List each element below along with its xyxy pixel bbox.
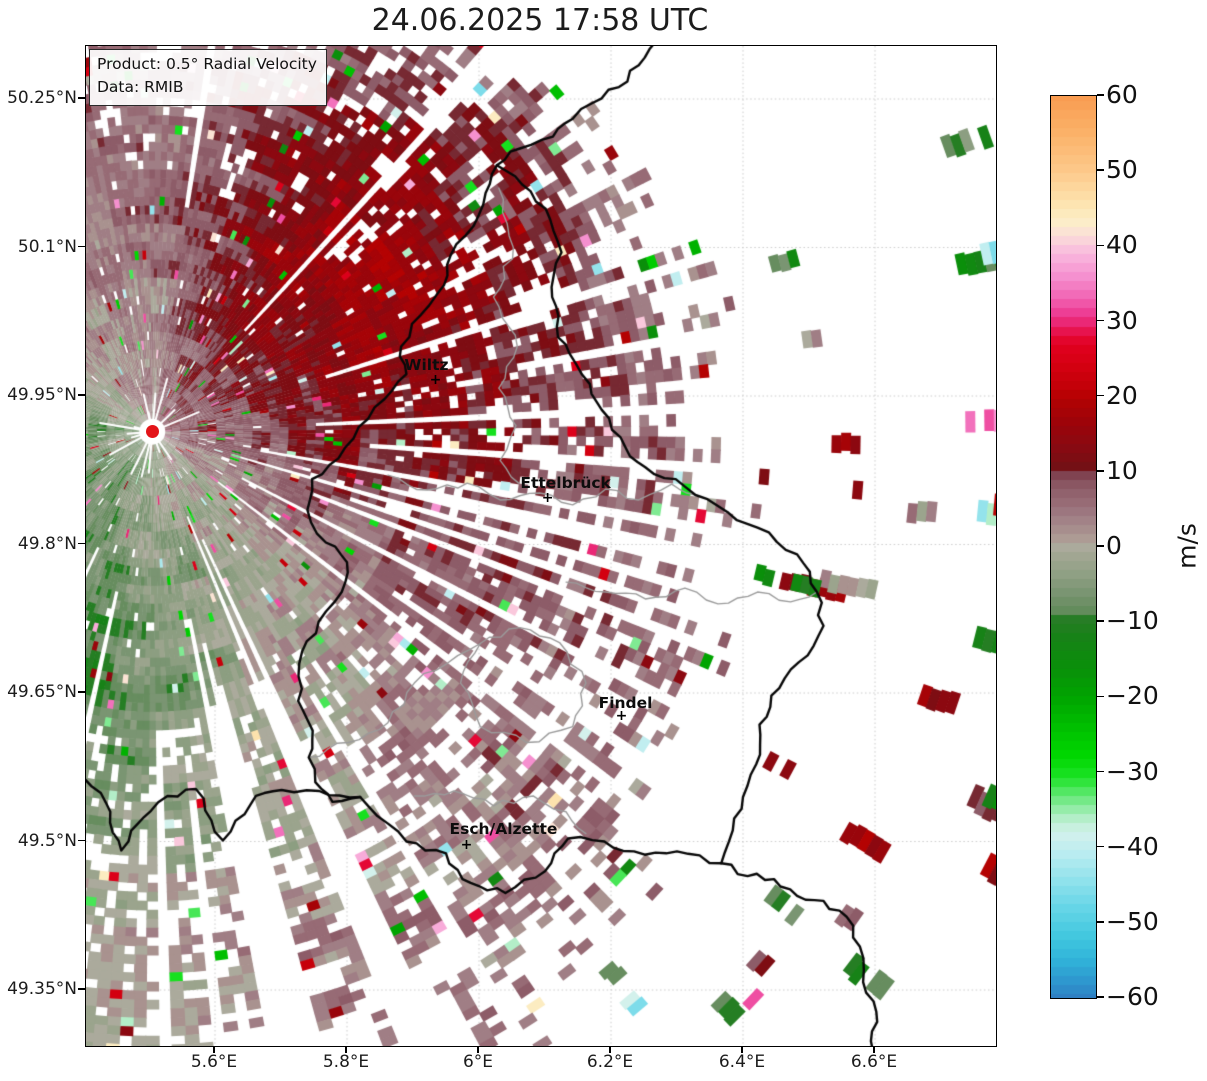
city-label: Ettelbrück — [520, 473, 611, 492]
x-tick-mark — [873, 1046, 875, 1053]
x-tick-label: 6.6°E — [850, 1052, 898, 1072]
city-label: Wiltz — [404, 356, 449, 375]
colorbar-tick-label: 60 — [1106, 80, 1138, 109]
colorbar-tick-label: 20 — [1106, 380, 1138, 410]
colorbar-tick-label: 30 — [1106, 305, 1138, 335]
colorbar-unit-label: m/s — [1172, 523, 1202, 569]
x-tick-mark — [213, 1046, 215, 1053]
colorbar-tick-mark — [1097, 695, 1104, 698]
colorbar-tick-mark — [1097, 319, 1104, 322]
colorbar-tick-label: −20 — [1106, 681, 1159, 711]
y-tick-label: 49.35°N — [7, 979, 77, 999]
colorbar-tick-mark — [1097, 470, 1104, 472]
y-tick-mark — [78, 394, 85, 396]
x-tick-mark — [741, 1046, 743, 1053]
product-info-box: Product: 0.5° Radial Velocity Data: RMIB — [89, 49, 327, 106]
city-marker: + — [541, 489, 554, 506]
colorbar-tick-label: −10 — [1106, 606, 1159, 636]
y-tick-mark — [78, 542, 85, 545]
city-marker: + — [460, 837, 473, 854]
city-label: Esch/Alzette — [449, 820, 558, 839]
colorbar-tick-label: 40 — [1106, 230, 1138, 260]
colorbar — [1050, 95, 1097, 999]
colorbar-tick-label: 10 — [1106, 455, 1138, 485]
city-marker: + — [429, 372, 442, 389]
x-tick-label: 6°E — [462, 1052, 494, 1072]
x-tick-label: 6.2°E — [586, 1052, 634, 1072]
colorbar-tick-label: −30 — [1106, 756, 1159, 786]
y-tick-mark — [78, 691, 85, 693]
colorbar-tick-mark — [1097, 545, 1104, 547]
page-title: 24.06.2025 17:58 UTC — [371, 3, 709, 38]
y-tick-label: 50.1°N — [17, 236, 77, 257]
x-tick-mark — [345, 1046, 347, 1053]
city-marker: + — [615, 707, 628, 724]
colorbar-tick-label: −40 — [1106, 831, 1159, 861]
y-tick-mark — [78, 839, 85, 842]
colorbar-tick-mark — [1097, 244, 1104, 247]
y-tick-label: 49.8°N — [17, 533, 77, 554]
colorbar-tick-mark — [1097, 845, 1104, 848]
colorbar-tick-label: −60 — [1106, 982, 1159, 1011]
product-info-line2: Data: RMIB — [97, 78, 184, 97]
colorbar-tick-label: 50 — [1106, 155, 1138, 185]
y-tick-mark — [78, 97, 85, 99]
colorbar-tick-mark — [1097, 394, 1104, 397]
colorbar-tick-mark — [1097, 169, 1104, 171]
colorbar-tick-mark — [1097, 996, 1104, 998]
radar-map-canvas — [86, 46, 996, 1046]
city-label: Findel — [598, 693, 653, 712]
y-tick-label: 49.95°N — [7, 385, 77, 405]
product-info-line1: Product: 0.5° Radial Velocity — [97, 55, 317, 73]
y-tick-label: 49.65°N — [7, 682, 77, 702]
x-tick-label: 5.8°E — [322, 1052, 370, 1072]
y-tick-mark — [78, 988, 85, 990]
x-tick-mark — [609, 1046, 611, 1053]
map-area: Product: 0.5° Radial Velocity Data: RMIB… — [85, 45, 997, 1047]
y-tick-label: 50.25°N — [7, 88, 77, 108]
colorbar-tick-mark — [1097, 620, 1104, 622]
colorbar-tick-mark — [1097, 921, 1104, 923]
radar-site-dot — [145, 425, 159, 439]
colorbar-tick-mark — [1097, 94, 1104, 96]
colorbar-canvas — [1051, 96, 1096, 998]
x-tick-label: 5.6°E — [190, 1052, 238, 1072]
x-tick-label: 6.4°E — [718, 1052, 766, 1072]
colorbar-tick-mark — [1097, 770, 1104, 773]
y-tick-mark — [78, 245, 85, 248]
colorbar-tick-label: 0 — [1106, 531, 1122, 560]
x-tick-mark — [477, 1046, 479, 1053]
y-tick-label: 49.5°N — [17, 830, 77, 851]
colorbar-tick-label: −50 — [1106, 906, 1159, 936]
